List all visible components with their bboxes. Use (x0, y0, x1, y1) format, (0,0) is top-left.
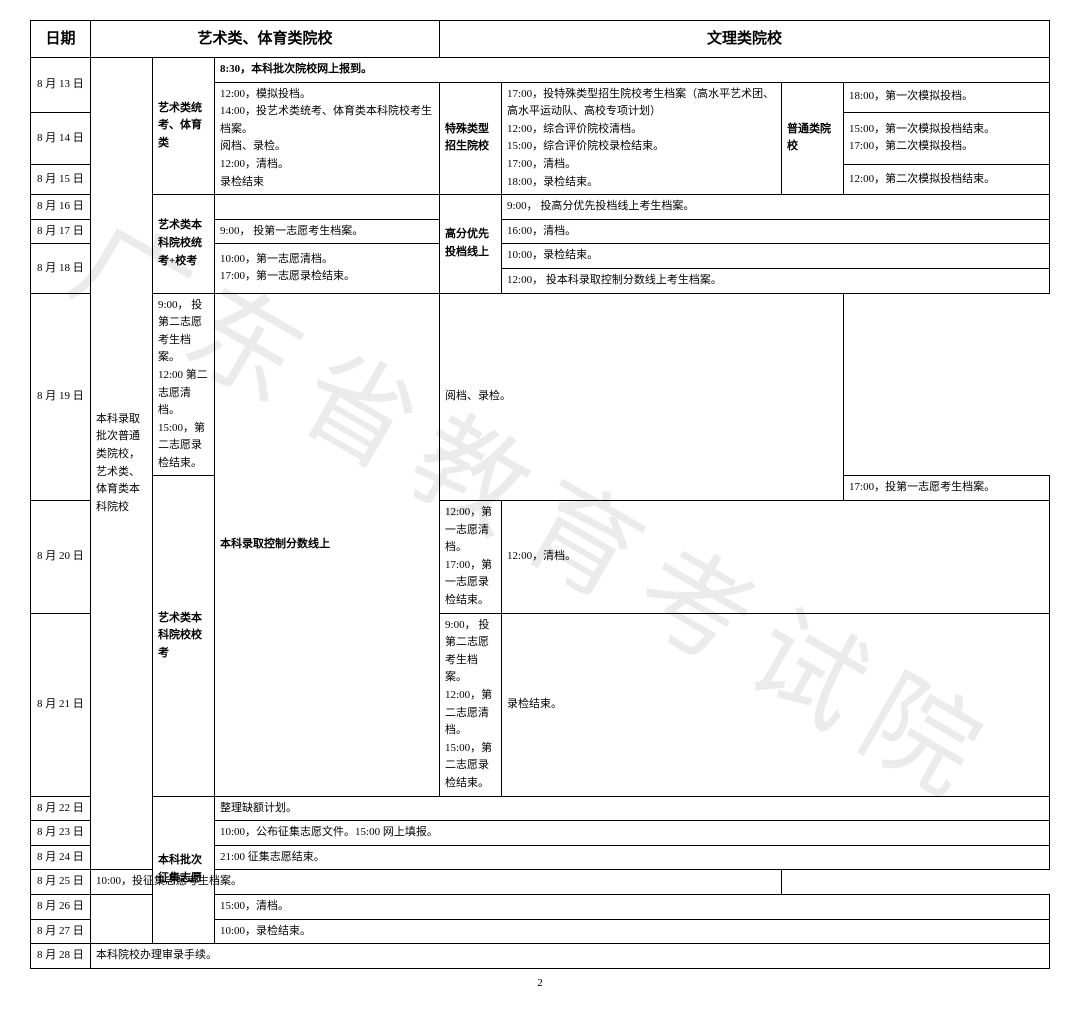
date-19: 8 月 19 日 (31, 293, 91, 501)
cell-putong-r4: 12:00，第二次模拟投档结束。 (844, 164, 1050, 194)
cell-art-uni-body: 12:00，模拟投档。 14:00，投艺术类统考、体育类本科院校考生档案。 阅档… (215, 82, 440, 195)
date-28: 8 月 28 日 (31, 944, 91, 969)
cell-zj-r12: 10:00，公布征集志愿文件。15:00 网上填报。 (215, 821, 1050, 846)
category-main-ext (91, 894, 153, 943)
category-main: 本科录取批次普通类院校，艺术类、体育类本科院校 (91, 58, 153, 870)
cell-zj-r11: 整理缺额计划。 (215, 796, 1050, 821)
date-26: 8 月 26 日 (31, 894, 91, 919)
header-date: 日期 (31, 21, 91, 58)
date-15: 8 月 15 日 (31, 164, 91, 194)
date-14: 8 月 14 日 (31, 112, 91, 164)
cell-zj-r15: 15:00，清档。 (215, 894, 1050, 919)
header-liberal-science: 文理类院校 (440, 21, 1050, 58)
cell-putong-r2: 18:00，第一次模拟投档。 (844, 82, 1050, 112)
subcat-control: 本科录取控制分数线上 (215, 293, 440, 796)
date-18: 8 月 18 日 (31, 244, 91, 293)
cell-art-s-r10: 9:00， 投第二志愿考生档案。 12:00，第二志愿清档。 15:00，第二志… (440, 613, 502, 796)
cell-zj-r14: 10:00，投征集志愿考生档案。 (91, 870, 782, 895)
cell-gaofen-r7b: 12:00， 投本科录取控制分数线上考生档案。 (502, 268, 1050, 293)
cell-art-us-r7: 10:00，第一志愿清档。 17:00，第一志愿录检结束。 (215, 244, 440, 293)
cell-control-r9: 12:00，清档。 (502, 501, 1050, 614)
cell-putong-r3: 15:00，第一次模拟投档结束。 17:00，第二次模拟投档。 (844, 112, 1050, 164)
cell-blank-16 (215, 195, 440, 220)
date-20: 8 月 20 日 (31, 501, 91, 614)
date-22: 8 月 22 日 (31, 796, 91, 821)
subcat-art-school: 艺术类本科院校校考 (153, 476, 215, 796)
cell-830: 8:30，本科批次院校网上报到。 (215, 58, 1050, 83)
cell-art-s-r9: 12:00，第一志愿清档。 17:00，第一志愿录检结束。 (440, 501, 502, 614)
cell-r28: 本科院校办理审录手续。 (91, 944, 1050, 969)
cell-zj-r16: 10:00，录检结束。 (215, 919, 1050, 944)
cell-zj-r13: 21:00 征集志愿结束。 (215, 845, 1050, 870)
cell-special-body: 17:00，投特殊类型招生院校考生档案（高水平艺术团、高水平运动队、高校专项计划… (502, 82, 782, 195)
date-17: 8 月 17 日 (31, 219, 91, 244)
cell-art-s-r8b: 17:00，投第一志愿考生档案。 (844, 476, 1050, 501)
date-13: 8 月 13 日 (31, 58, 91, 113)
date-16: 8 月 16 日 (31, 195, 91, 220)
date-21: 8 月 21 日 (31, 613, 91, 796)
subcat-art-uni-school: 艺术类本科院校统考+校考 (153, 195, 215, 293)
cell-gaofen-r6: 16:00，清档。 (502, 219, 1050, 244)
subcat-gaofen: 高分优先投档线上 (440, 195, 502, 293)
date-25: 8 月 25 日 (31, 870, 91, 895)
cell-gaofen-r5: 9:00， 投高分优先投档线上考生档案。 (502, 195, 1050, 220)
cell-control-r8: 阅档、录检。 (440, 293, 844, 501)
cell-art-us-r8: 9:00， 投第二志愿考生档案。 12:00 第二志愿清档。 15:00，第二志… (153, 293, 215, 476)
page-number: 2 (30, 977, 1050, 989)
cell-gaofen-r7a: 10:00，录检结束。 (502, 244, 1050, 269)
schedule-table: 日期 艺术类、体育类院校 文理类院校 8 月 13 日 本科录取批次普通类院校，… (30, 20, 1050, 969)
date-23: 8 月 23 日 (31, 821, 91, 846)
subcat-art-unified: 艺术类统考、体育类 (153, 58, 215, 195)
cell-control-r10: 录检结束。 (502, 613, 1050, 796)
header-art-sports: 艺术类、体育类院校 (91, 21, 440, 58)
date-24: 8 月 24 日 (31, 845, 91, 870)
cell-art-us-r6: 9:00， 投第一志愿考生档案。 (215, 219, 440, 244)
subcat-putong: 普通类院校 (782, 82, 844, 195)
date-27: 8 月 27 日 (31, 919, 91, 944)
subcat-special: 特殊类型招生院校 (440, 82, 502, 195)
